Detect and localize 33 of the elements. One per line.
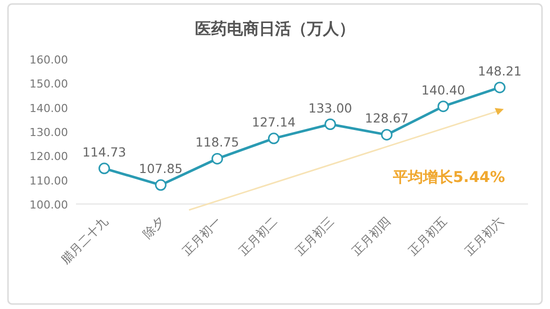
x-tick-label: 正月初二	[236, 214, 280, 258]
x-tick-label: 正月初三	[292, 214, 336, 258]
y-tick-label: 150.00	[30, 78, 68, 91]
point	[98, 162, 110, 174]
x-tick-label: 腊月二十九	[58, 214, 110, 267]
y-tick-label: 130.00	[30, 126, 68, 139]
point	[268, 132, 280, 144]
x-tick-label: 正月初五	[406, 214, 450, 258]
x-tick-label: 正月初六	[462, 214, 506, 258]
y-tick-label: 140.00	[30, 102, 68, 115]
data-label: 114.73	[82, 144, 126, 160]
y-tick-label: 100.00	[30, 198, 68, 212]
y-tick-label: 110.00	[30, 174, 68, 188]
data-label: 140.40	[421, 82, 466, 98]
y-tick-label: 120.00	[30, 150, 68, 164]
point	[438, 100, 449, 112]
x-tick-label: 除夕	[140, 214, 167, 242]
x-tick-label: 正月初四	[349, 214, 393, 258]
chart-title: 医药电商日活（万人）	[195, 19, 355, 38]
y-tick-label: 160.00	[30, 54, 68, 66]
point	[381, 128, 392, 140]
annotation: 平均增长5.44%	[392, 168, 505, 186]
point	[324, 118, 336, 130]
data-label: 127.14	[252, 114, 296, 130]
point	[155, 179, 166, 191]
x-tick-label: 正月初一	[180, 214, 224, 258]
point	[494, 82, 506, 94]
point	[212, 152, 223, 164]
data-label: 148.21	[478, 63, 522, 78]
data-label: 128.67	[364, 110, 409, 126]
data-label: 133.00	[308, 100, 352, 116]
data-label: 107.85	[138, 161, 183, 176]
data-label: 118.75	[195, 134, 240, 150]
